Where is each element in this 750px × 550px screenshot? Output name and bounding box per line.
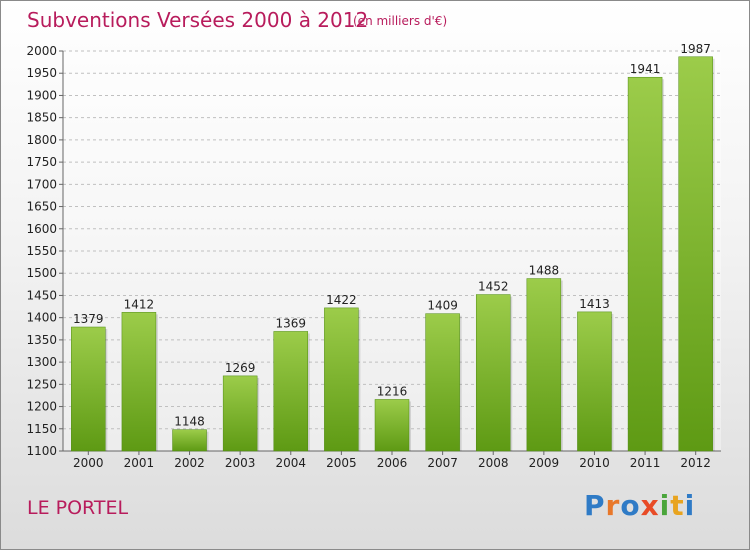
x-tick-label: 2002 bbox=[174, 456, 205, 470]
unit-label: (en milliers d'€) bbox=[353, 14, 448, 28]
y-tick-label: 1650 bbox=[26, 200, 57, 214]
bar-value-label: 1148 bbox=[174, 415, 205, 429]
logo-letter: o bbox=[620, 489, 641, 522]
y-tick-label: 1300 bbox=[26, 355, 57, 369]
y-tick-label: 1550 bbox=[26, 244, 57, 258]
bar-value-label: 1941 bbox=[630, 62, 661, 76]
x-tick-label: 2007 bbox=[427, 456, 458, 470]
y-tick-label: 1100 bbox=[26, 444, 57, 458]
bar-value-label: 1369 bbox=[275, 316, 306, 330]
proxiti-logo[interactable]: Proxiti bbox=[584, 489, 695, 522]
y-tick-label: 1450 bbox=[26, 288, 57, 302]
x-tick-label: 2000 bbox=[73, 456, 104, 470]
bar-value-label: 1379 bbox=[73, 312, 104, 326]
y-tick-label: 1350 bbox=[26, 333, 57, 347]
bar-value-label: 1413 bbox=[579, 297, 610, 311]
bar bbox=[627, 76, 663, 452]
y-tick-label: 1950 bbox=[26, 66, 57, 80]
bar-value-label: 1412 bbox=[124, 297, 155, 311]
y-tick-label: 1500 bbox=[26, 266, 57, 280]
bar bbox=[324, 307, 359, 452]
bar-value-label: 1422 bbox=[326, 293, 357, 307]
y-tick-label: 1800 bbox=[26, 133, 57, 147]
x-tick-label: 2001 bbox=[124, 456, 155, 470]
bar-value-label: 1488 bbox=[529, 264, 560, 278]
y-tick-label: 1700 bbox=[26, 177, 57, 191]
bar-value-label: 1216 bbox=[377, 384, 408, 398]
bar-value-label: 1269 bbox=[225, 361, 256, 375]
bar-value-label: 1452 bbox=[478, 280, 509, 294]
commune-name: LE PORTEL bbox=[27, 497, 129, 519]
logo-letter: i bbox=[684, 489, 696, 522]
y-tick-label: 1600 bbox=[26, 222, 57, 236]
logo-letter: P bbox=[584, 489, 606, 522]
bar bbox=[222, 375, 258, 452]
y-tick-label: 2000 bbox=[26, 44, 57, 58]
bar bbox=[121, 312, 157, 452]
y-tick-label: 1750 bbox=[26, 155, 57, 169]
y-tick-label: 1900 bbox=[26, 88, 57, 102]
logo-letter: t bbox=[670, 489, 685, 522]
y-tick-label: 1400 bbox=[26, 311, 57, 325]
x-tick-label: 2010 bbox=[579, 456, 610, 470]
y-tick-label: 1150 bbox=[26, 422, 57, 436]
bar bbox=[273, 331, 309, 452]
y-tick-label: 1200 bbox=[26, 400, 57, 414]
y-tick-label: 1850 bbox=[26, 111, 57, 125]
x-tick-label: 2011 bbox=[630, 456, 661, 470]
bar bbox=[71, 326, 106, 452]
logo-letter: r bbox=[605, 489, 621, 522]
x-tick-label: 2006 bbox=[377, 456, 408, 470]
x-tick-label: 2009 bbox=[529, 456, 560, 470]
x-tick-label: 2008 bbox=[478, 456, 509, 470]
x-tick-label: 2005 bbox=[326, 456, 357, 470]
bar bbox=[526, 278, 562, 452]
bar bbox=[374, 399, 410, 452]
bar bbox=[425, 313, 460, 452]
chart-title: Subventions Versées 2000 à 2012 bbox=[27, 8, 369, 32]
bar-value-label: 1987 bbox=[680, 42, 711, 56]
y-tick-label: 1250 bbox=[26, 377, 57, 391]
x-tick-label: 2004 bbox=[275, 456, 306, 470]
logo-letter: i bbox=[659, 489, 671, 522]
logo-letter: x bbox=[640, 489, 660, 522]
bar bbox=[577, 311, 612, 452]
x-tick-label: 2003 bbox=[225, 456, 256, 470]
bar bbox=[678, 56, 713, 452]
x-tick-label: 2012 bbox=[680, 456, 711, 470]
bar-value-label: 1409 bbox=[427, 299, 458, 313]
bar bbox=[475, 294, 511, 452]
bar bbox=[172, 429, 207, 452]
